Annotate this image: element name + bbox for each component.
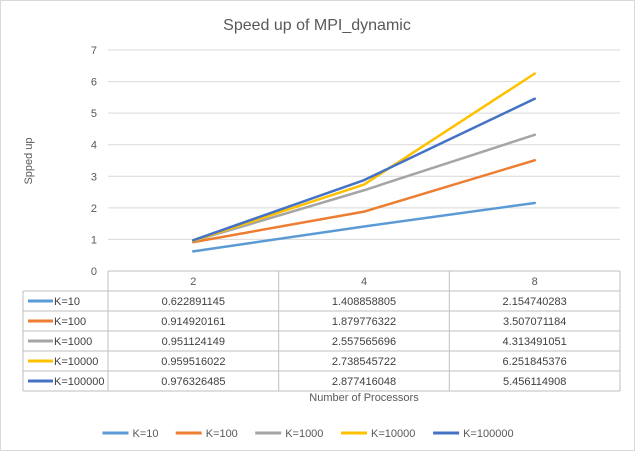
y-tick-label: 3 bbox=[91, 171, 97, 183]
x-tick-label: 4 bbox=[361, 276, 367, 288]
y-tick-label: 4 bbox=[91, 140, 97, 152]
table-row-label: K=10 bbox=[54, 296, 80, 308]
table-cell: 4.313491051 bbox=[503, 336, 567, 348]
data-point bbox=[533, 159, 536, 162]
data-point bbox=[533, 97, 536, 100]
table-cell: 0.622891145 bbox=[162, 296, 225, 308]
table-cell: 2.154740283 bbox=[503, 296, 567, 308]
y-tick-label: 0 bbox=[91, 266, 97, 278]
y-tick-label: 6 bbox=[91, 77, 97, 89]
x-tick-label: 2 bbox=[190, 276, 196, 288]
table-row-label: K=100 bbox=[54, 316, 86, 328]
table-cell: 0.951124149 bbox=[162, 336, 225, 348]
y-axis-label: Spped up bbox=[23, 137, 35, 184]
data-point bbox=[192, 238, 195, 242]
table-cell: 6.251845376 bbox=[503, 356, 567, 368]
y-tick-label: 2 bbox=[91, 203, 97, 215]
data-point bbox=[362, 183, 366, 186]
table-row-label: K=1000 bbox=[54, 336, 92, 348]
legend-label: K=1000 bbox=[285, 428, 323, 440]
table-cell: 1.408858805 bbox=[332, 296, 396, 308]
legend-label: K=10000 bbox=[371, 428, 415, 440]
data-point bbox=[533, 133, 536, 137]
y-tick-label: 5 bbox=[91, 108, 97, 120]
table-cell: 5.456114908 bbox=[503, 376, 566, 388]
y-tick-label: 7 bbox=[91, 45, 97, 57]
x-tick-label: 8 bbox=[532, 276, 538, 288]
table-cell: 3.507071184 bbox=[503, 316, 566, 328]
table-cell: 0.976326485 bbox=[161, 376, 225, 388]
table-cell: 2.738545722 bbox=[332, 356, 396, 368]
legend-label: K=10 bbox=[133, 428, 159, 440]
data-point bbox=[533, 201, 536, 205]
series-line bbox=[192, 159, 536, 244]
chart-title: Speed up of MPI_dynamic bbox=[223, 17, 411, 34]
x-axis-label: Number of Processors bbox=[309, 392, 419, 404]
table-cell: 0.959516022 bbox=[161, 356, 225, 368]
legend-label: K=100 bbox=[206, 428, 238, 440]
data-point bbox=[533, 72, 536, 75]
table-cell: 0.914920161 bbox=[161, 316, 225, 328]
y-tick-label: 1 bbox=[91, 234, 97, 246]
table-cell: 2.877416048 bbox=[332, 376, 396, 388]
data-point bbox=[362, 210, 366, 213]
table-row-label: K=10000 bbox=[54, 356, 98, 368]
table-cell: 1.879776322 bbox=[332, 316, 396, 328]
data-point bbox=[192, 250, 195, 253]
data-point bbox=[362, 178, 366, 182]
series-line bbox=[192, 97, 536, 242]
table-row-label: K=100000 bbox=[54, 376, 104, 388]
legend-label: K=100000 bbox=[463, 428, 513, 440]
table-cell: 2.557565696 bbox=[332, 336, 396, 348]
data-point bbox=[362, 189, 366, 192]
series-line bbox=[192, 72, 536, 242]
data-point bbox=[362, 225, 366, 228]
